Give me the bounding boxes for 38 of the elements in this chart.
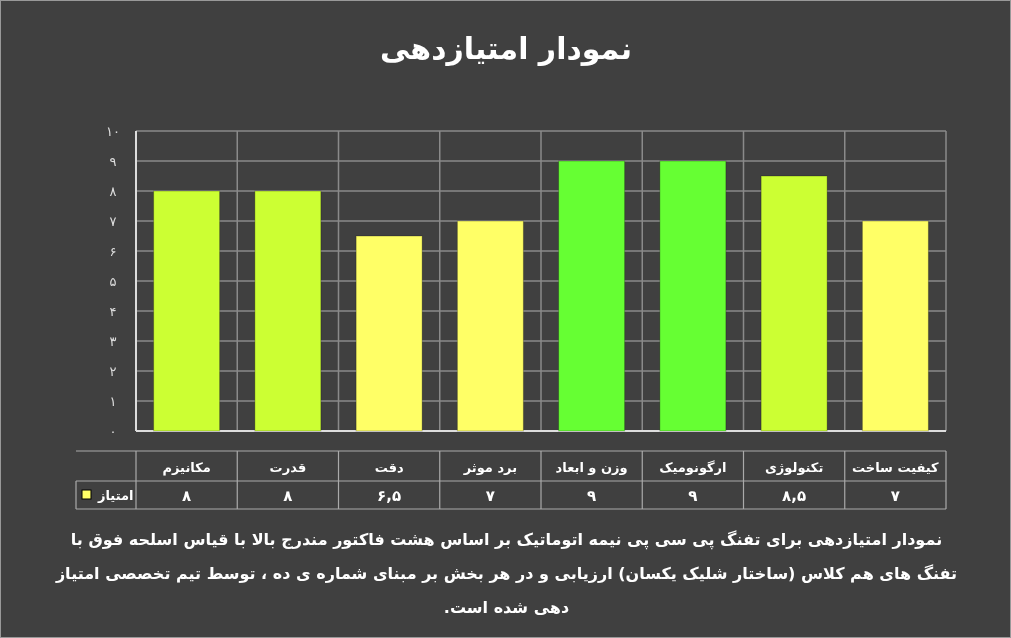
data-label: ۸	[182, 487, 192, 505]
data-label: ۶,۵	[377, 487, 402, 505]
bar	[659, 160, 727, 432]
bar	[355, 235, 423, 432]
data-label: ۷	[485, 487, 495, 505]
y-tick-label: ۲	[109, 364, 117, 379]
x-tick-label: دقت	[374, 460, 404, 475]
x-tick-label: مکانیزم	[162, 460, 211, 476]
bar	[153, 190, 221, 432]
y-tick-label: ۵	[109, 274, 117, 289]
x-tick-label: ارگونومیک	[659, 460, 727, 475]
data-label: ۹	[587, 487, 597, 505]
y-tick-label: ۶	[109, 244, 117, 259]
bar	[456, 220, 524, 432]
x-tick-label: تکنولوژی	[764, 460, 824, 475]
x-tick-label: کیفیت ساخت	[852, 460, 940, 475]
y-tick-label: ۴	[109, 304, 117, 319]
x-tick-label: قدرت	[269, 460, 307, 475]
legend-label: امتیاز	[97, 488, 134, 503]
x-tick-label: برد موثر	[462, 460, 518, 475]
data-label: ۹	[688, 487, 698, 505]
y-tick-label: ۱۰	[106, 124, 120, 139]
x-tick-label: وزن و ابعاد	[555, 460, 628, 475]
bar	[760, 175, 828, 432]
data-label: ۸,۵	[782, 487, 807, 505]
chart-title: نمودار امتیازدهی	[379, 31, 633, 66]
y-tick-label: ۰	[109, 424, 117, 439]
bar	[861, 220, 929, 432]
y-tick-label: ۷	[109, 214, 117, 229]
data-label: ۸	[283, 487, 293, 505]
bar	[254, 190, 322, 432]
data-label: ۷	[890, 487, 900, 505]
y-tick-label: ۹	[109, 154, 117, 169]
bar	[558, 160, 626, 432]
y-tick-label: ۳	[109, 334, 117, 349]
text: نمودار امتیازدهی برای تفنگ پی سی پی نیمه اتوماتیک بر اساس هشت فاکتور مندرج بالا با قیاس اسلحه فوق با تفنگ های هم کلاس (ساختار شلیک یکسان) ارزیابی و در هر بخش بر مبنای شماره ی ده ، توسط تیم تخصصی امتیاز دهی شده است.	[54, 529, 959, 619]
y-tick-label: ۸	[109, 184, 117, 199]
y-tick-label: ۱	[109, 394, 117, 409]
